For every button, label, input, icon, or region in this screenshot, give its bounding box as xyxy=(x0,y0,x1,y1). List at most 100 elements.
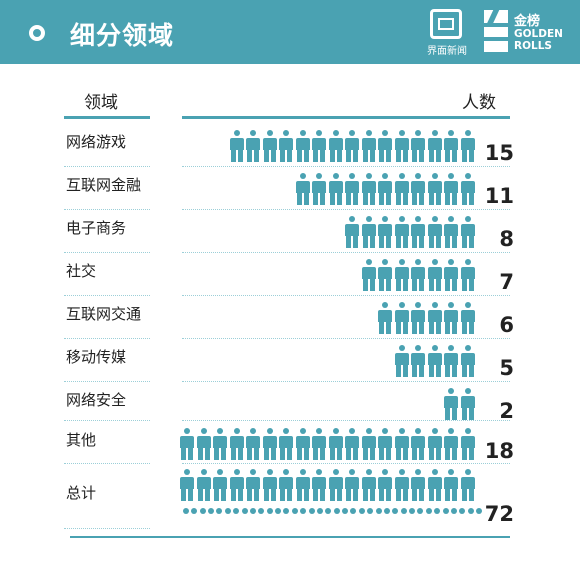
row-separator-right xyxy=(182,381,510,382)
page-title: 细分领域 xyxy=(70,16,174,52)
person-icon xyxy=(361,216,377,248)
row-label: 网络游戏 xyxy=(66,131,126,152)
person-icon xyxy=(262,130,278,162)
golden-rolls-logo-icon xyxy=(484,10,508,52)
person-icon xyxy=(394,302,410,334)
person-icon xyxy=(410,173,426,205)
dot-marker xyxy=(233,508,239,514)
person-icon xyxy=(410,302,426,334)
person-icon xyxy=(410,345,426,377)
row-label: 移动传媒 xyxy=(66,346,126,367)
person-icon xyxy=(443,173,459,205)
dot-marker xyxy=(384,508,390,514)
row-separator-left xyxy=(64,528,150,529)
person-icon xyxy=(245,130,261,162)
person-icon xyxy=(196,469,212,501)
row-separator-right xyxy=(182,338,510,339)
person-icon xyxy=(361,173,377,205)
dot-marker xyxy=(267,508,273,514)
person-icon xyxy=(394,259,410,291)
row-label: 互联网金融 xyxy=(66,174,141,195)
person-icon xyxy=(295,130,311,162)
row-value: 5 xyxy=(474,356,514,380)
person-icon xyxy=(427,130,443,162)
dot-marker xyxy=(392,508,398,514)
dot-marker xyxy=(434,508,440,514)
person-icon xyxy=(361,428,377,460)
person-icon xyxy=(443,469,459,501)
dot-marker xyxy=(216,508,222,514)
dot-marker xyxy=(242,508,248,514)
person-icon xyxy=(179,428,195,460)
person-icon xyxy=(427,173,443,205)
row-separator-right xyxy=(182,420,510,421)
person-icon xyxy=(344,428,360,460)
row-value: 15 xyxy=(474,141,514,165)
person-icon xyxy=(245,428,261,460)
dot-marker xyxy=(443,508,449,514)
person-icon xyxy=(229,130,245,162)
person-icon xyxy=(443,216,459,248)
person-icon xyxy=(410,130,426,162)
dot-marker xyxy=(334,508,340,514)
person-icon xyxy=(278,130,294,162)
circle-icon xyxy=(29,25,45,41)
dot-marker xyxy=(417,508,423,514)
bottom-rule xyxy=(70,536,510,538)
row-separator-right xyxy=(182,209,510,210)
dot-marker xyxy=(451,508,457,514)
header-underline-left xyxy=(64,116,150,119)
person-icon xyxy=(311,428,327,460)
person-icon xyxy=(394,173,410,205)
person-icon xyxy=(443,388,459,420)
person-icon xyxy=(245,469,261,501)
row-separator-right xyxy=(182,166,510,167)
person-icon xyxy=(295,428,311,460)
person-icon xyxy=(311,173,327,205)
person-icon xyxy=(377,173,393,205)
row-separator-left xyxy=(64,381,150,382)
row-separator-left xyxy=(64,463,150,464)
person-icon xyxy=(295,469,311,501)
person-icon xyxy=(394,130,410,162)
person-icon xyxy=(427,428,443,460)
person-icon xyxy=(443,428,459,460)
person-icon xyxy=(344,216,360,248)
dot-marker xyxy=(258,508,264,514)
row-value: 18 xyxy=(474,439,514,463)
dot-marker xyxy=(283,508,289,514)
person-icon xyxy=(262,428,278,460)
person-icon xyxy=(427,259,443,291)
row-value: 11 xyxy=(474,184,514,208)
row-separator-right xyxy=(182,463,510,464)
person-icon xyxy=(377,130,393,162)
person-icon xyxy=(229,428,245,460)
row-label: 其他 xyxy=(66,429,96,450)
person-icon xyxy=(377,469,393,501)
dot-marker xyxy=(208,508,214,514)
person-icon xyxy=(212,428,228,460)
dot-marker xyxy=(367,508,373,514)
person-icon xyxy=(229,469,245,501)
dot-marker xyxy=(292,508,298,514)
person-icon xyxy=(295,173,311,205)
person-icon xyxy=(262,469,278,501)
person-icon xyxy=(427,469,443,501)
dot-marker xyxy=(250,508,256,514)
dot-marker xyxy=(426,508,432,514)
row-separator-left xyxy=(64,166,150,167)
person-icon xyxy=(394,469,410,501)
person-icon xyxy=(212,469,228,501)
person-icon xyxy=(179,469,195,501)
person-icon xyxy=(394,345,410,377)
person-icon xyxy=(361,469,377,501)
dot-marker xyxy=(183,508,189,514)
person-icon xyxy=(427,216,443,248)
dot-marker xyxy=(459,508,465,514)
dot-marker xyxy=(409,508,415,514)
person-icon xyxy=(427,345,443,377)
person-icon xyxy=(410,428,426,460)
person-icon xyxy=(196,428,212,460)
person-icon xyxy=(410,259,426,291)
row-value: 8 xyxy=(474,227,514,251)
